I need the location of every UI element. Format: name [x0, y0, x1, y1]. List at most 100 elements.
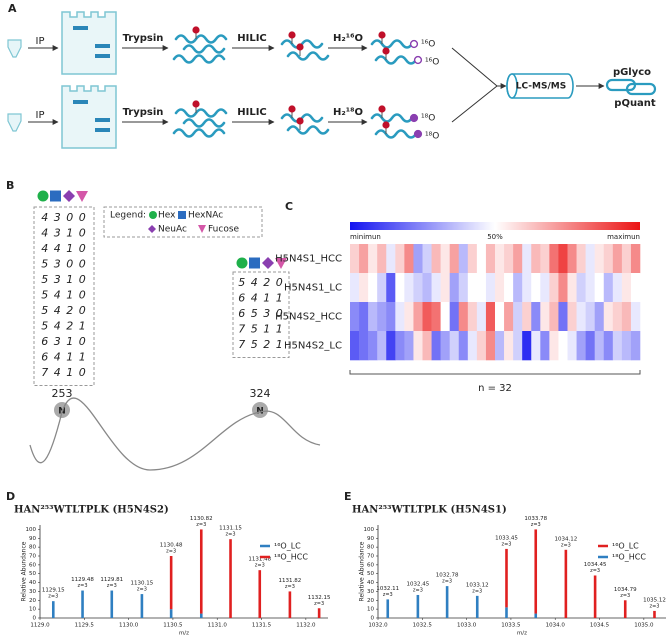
instrument-icon — [506, 73, 518, 99]
peak — [169, 556, 173, 610]
panel-label: E — [344, 490, 352, 503]
colorbar-label: 50% — [487, 233, 503, 241]
x-tick-label: 1130.0 — [119, 623, 139, 629]
heatmap-cell — [558, 302, 568, 332]
heatmap-cell — [440, 244, 450, 274]
y-tick-label: 50 — [367, 571, 374, 577]
heatmap-cell — [612, 331, 623, 361]
protein-backbone — [29, 397, 321, 471]
site-position: 324 — [250, 387, 271, 400]
peak-charge-label: z=3 — [107, 583, 117, 589]
heatmap-cell — [576, 331, 586, 361]
gel-band — [73, 26, 88, 30]
peak-charge-label: z=3 — [166, 549, 176, 555]
heatmap-cell — [612, 244, 623, 274]
heatmap-cell — [449, 244, 460, 274]
hexnac-icon — [50, 190, 61, 202]
panel-label: D — [6, 490, 15, 503]
glycan — [296, 117, 304, 125]
heatmap-cell — [567, 331, 577, 361]
heatmap-cell — [386, 331, 396, 361]
peak-mz-label: 1131.48 — [248, 557, 271, 563]
peak-charge-label: z=3 — [501, 541, 511, 547]
composition: 7 4 1 0 — [41, 366, 86, 379]
heatmap-cell — [404, 331, 414, 361]
composition: 6 4 1 1 — [41, 351, 86, 364]
peak-mz-label: 1131.82 — [279, 578, 302, 584]
peak — [534, 529, 538, 614]
heatmap-cell — [531, 331, 541, 361]
heatmap-cell — [549, 331, 559, 361]
heatmap-cell — [558, 244, 568, 274]
fucose-icon — [76, 191, 88, 202]
gel-band — [95, 44, 110, 48]
hexnac-icon — [249, 257, 260, 269]
peak-charge-label: z=3 — [285, 584, 295, 590]
peptide — [280, 39, 324, 49]
peak-mz-label: 1034.79 — [614, 587, 637, 593]
step-label: IP — [36, 110, 45, 121]
gel-band — [95, 118, 110, 122]
peak-mz-label: 1033.78 — [524, 516, 547, 522]
heatmap-cell — [612, 273, 623, 303]
glycan — [378, 105, 386, 113]
heatmap-cell — [467, 331, 478, 361]
heatmap-cell — [576, 273, 586, 303]
y-tick-label: 50 — [29, 571, 36, 577]
peak-mz-label: 1034.12 — [554, 536, 577, 542]
heatmap-cell — [449, 273, 460, 303]
x-tick-label: 1034.0 — [546, 623, 566, 629]
heatmap-cell — [585, 244, 595, 274]
gel-icon — [61, 11, 117, 75]
y-tick-label: 70 — [29, 554, 36, 560]
peak-mz-label: 1034.45 — [584, 562, 607, 568]
hex-icon — [149, 211, 157, 219]
label-tag — [413, 55, 423, 65]
heatmap-cell — [431, 331, 441, 361]
peak — [81, 590, 84, 618]
composition: 5 4 1 0 — [41, 289, 86, 302]
peptide — [374, 55, 418, 65]
x-tick-label: 1130.5 — [163, 623, 183, 629]
x-tick-label: 1129.5 — [75, 623, 95, 629]
heatmap-cell — [522, 244, 532, 274]
x-tick-label: 1035.0 — [634, 623, 654, 629]
peak — [288, 591, 292, 618]
heatmap-cell — [540, 331, 550, 361]
y-tick-label: 0 — [33, 616, 37, 622]
merge-line — [451, 47, 498, 87]
label-tag — [413, 129, 423, 139]
legend-label: ¹⁶O_LC — [274, 542, 301, 551]
site-node — [252, 402, 268, 418]
row-label: H5N4S2_HCC — [275, 312, 342, 323]
row-label: H5N4S2_LC — [284, 341, 342, 352]
heatmap-cell — [612, 302, 623, 332]
heatmap-cell — [485, 302, 496, 332]
peak — [258, 570, 262, 618]
x-tick-label: 1034.5 — [590, 623, 610, 629]
row-label: H5N4S1_HCC — [275, 254, 342, 265]
x-tick-label: 1032.5 — [413, 623, 433, 629]
row-label: H5N4S1_LC — [284, 283, 342, 294]
peptide — [370, 39, 414, 49]
heatmap-cell — [476, 244, 487, 274]
tube-icon — [7, 113, 22, 132]
heatmap-cell — [431, 244, 441, 274]
heatmap-cell — [485, 244, 496, 274]
hexnac-icon — [178, 211, 186, 219]
peak-charge-label: z=3 — [383, 592, 393, 598]
heatmap-cell — [513, 302, 523, 332]
panel-label: B — [6, 179, 14, 192]
y-tick-label: 90 — [29, 536, 36, 542]
heatmap-cell — [458, 273, 469, 303]
peak-charge-label: z=3 — [78, 583, 88, 589]
heatmap-cell — [368, 331, 378, 361]
peak-charge-label: z=3 — [620, 593, 630, 599]
legend-title: Legend: — [110, 211, 146, 221]
heatmap-cell — [504, 244, 514, 274]
heatmap-cell — [431, 273, 441, 303]
heatmap-cell — [476, 331, 487, 361]
glycan — [382, 121, 390, 129]
x-tick-label: 1132.0 — [296, 623, 316, 629]
composition: 5 4 2 1 — [41, 320, 86, 333]
